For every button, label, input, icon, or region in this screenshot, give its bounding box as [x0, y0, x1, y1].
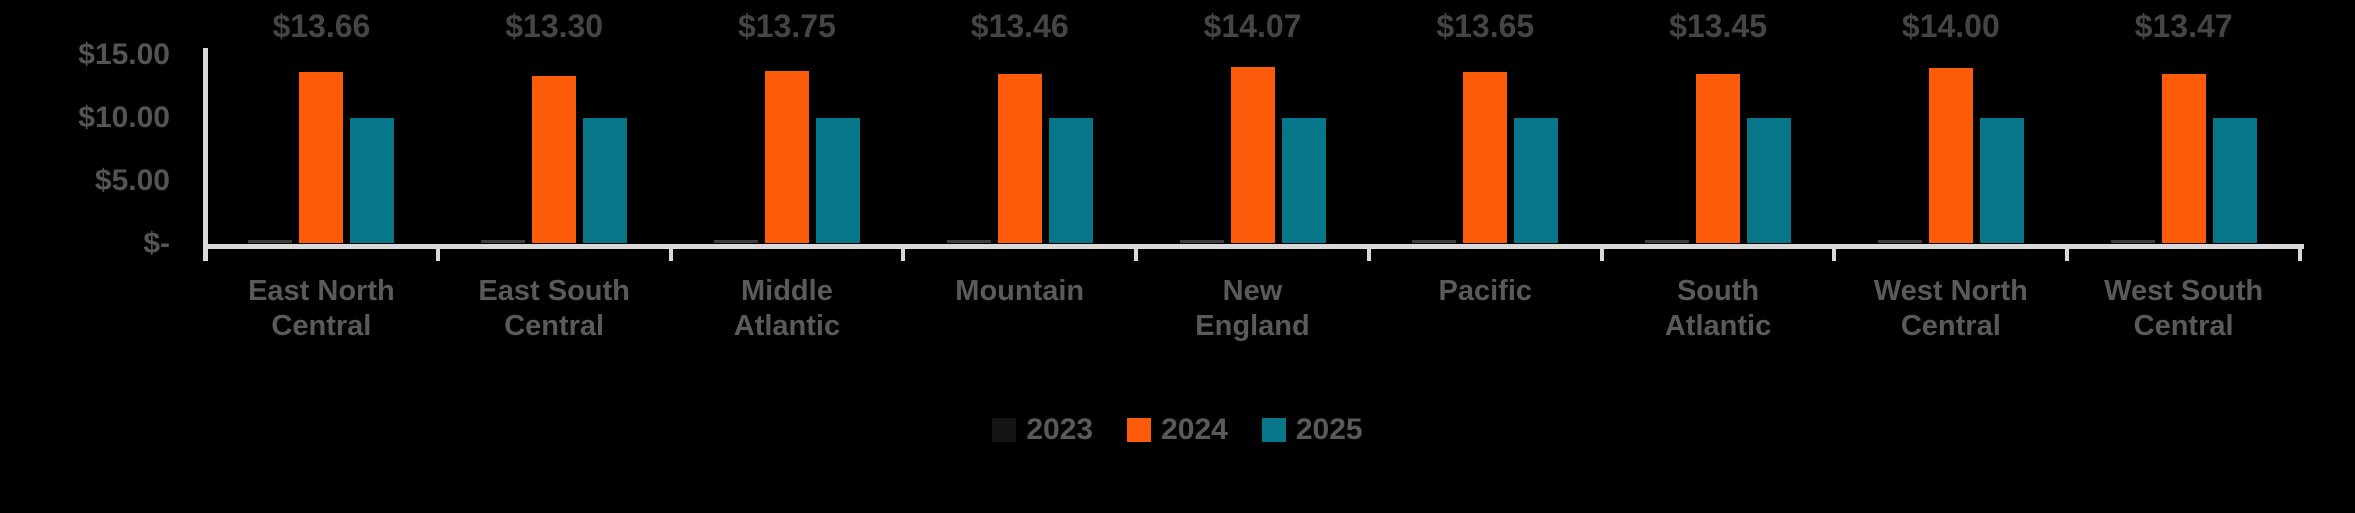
x-axis-line [203, 243, 2304, 249]
category-label-line: East South [478, 275, 630, 307]
x-axis-tick [1832, 248, 1837, 261]
category-label-line: Atlantic [1664, 310, 1772, 342]
bar-2023 [713, 240, 758, 244]
bar-2024 [532, 76, 577, 244]
bar-2023 [481, 240, 526, 244]
category-label-line: Central [1900, 310, 2001, 342]
bar-2025 [1979, 117, 2024, 244]
x-axis-tick [668, 248, 673, 261]
category-label: East South Central [438, 274, 671, 344]
legend-item-2024: 2024 [1127, 413, 1228, 447]
x-axis-tick [435, 248, 440, 261]
data-label-2024: $13.65 [1436, 8, 1535, 44]
legend-item-2025: 2025 [1261, 413, 1363, 447]
data-label-2024: $14.07 [1203, 8, 1302, 44]
chart-legend: 2023 2024 2025 [0, 413, 2355, 447]
data-label-2024: $13.66 [272, 8, 371, 44]
category-label-line: Central [271, 310, 372, 342]
y-axis-tick-label: $15.00 [78, 37, 170, 71]
category-label-line: Mountain [955, 275, 1085, 307]
legend-item-2023: 2023 [992, 413, 1093, 447]
category-label: New England [1136, 274, 1369, 344]
bar-2024 [1230, 66, 1275, 244]
bar-2024 [764, 70, 809, 244]
x-axis-tick [1366, 248, 1371, 261]
y-axis-tick-label: $5.00 [94, 163, 170, 197]
category-label-line: West South [2104, 275, 2264, 307]
bar-2025 [1281, 117, 1326, 244]
y-axis-tick-label: $10.00 [78, 100, 170, 134]
category-label: West North Central [1834, 274, 2067, 344]
bar-2024 [2161, 74, 2206, 244]
data-label-2024: $14.00 [1901, 8, 2000, 44]
bar-2025 [2212, 117, 2257, 244]
bar-2025 [583, 117, 628, 244]
bar-2023 [946, 240, 991, 244]
category-label: East North Central [205, 274, 438, 344]
legend-label: 2023 [1026, 413, 1094, 446]
bar-2023 [248, 240, 293, 244]
bar-2024 [1696, 74, 1741, 244]
data-label-2024: $13.75 [738, 8, 836, 44]
y-axis-line [203, 48, 208, 261]
category-label: Mountain [903, 274, 1136, 309]
category-label-line: South [1676, 275, 1760, 307]
data-label-2024: $13.46 [970, 8, 1069, 44]
bar-2023 [1877, 240, 1922, 244]
legend-marker-icon [1261, 418, 1286, 442]
category-label-line: East North [248, 275, 395, 307]
x-axis-tick [901, 248, 906, 261]
category-label: Middle Atlantic [671, 274, 904, 344]
bar-2025 [1048, 117, 1093, 244]
category-label-line: New [1222, 275, 1283, 307]
category-label-line: Atlantic [733, 310, 841, 342]
category-label: West South Central [2067, 274, 2300, 344]
bar-2023 [1179, 240, 1224, 244]
category-label-line: West North [1873, 275, 2028, 307]
bar-2023 [1645, 240, 1690, 244]
x-axis-tick [2065, 248, 2070, 261]
x-axis-tick [1599, 248, 1604, 261]
bar-2025 [1747, 117, 1792, 244]
category-label: South Atlantic [1602, 274, 1835, 344]
bar-2024 [1928, 67, 1973, 244]
category-label-line: Middle [741, 275, 833, 307]
bar-2024 [1463, 71, 1508, 244]
category-label-line: England [1195, 310, 1310, 342]
bar-2025 [1514, 117, 1559, 244]
category-label-line: Pacific [1438, 275, 1533, 307]
legend-marker-icon [1127, 418, 1152, 442]
y-axis-tick-label: $- [143, 226, 170, 260]
category-label-line: Central [2133, 310, 2234, 342]
data-label-2024: $13.30 [505, 8, 604, 44]
bar-2025 [815, 117, 860, 244]
data-label-2024: $13.47 [2134, 8, 2233, 44]
legend-label: 2025 [1295, 413, 1363, 446]
x-axis-tick [2298, 248, 2302, 261]
bar-2025 [350, 117, 395, 244]
bar-2023 [1412, 240, 1457, 244]
bar-2024 [299, 71, 344, 244]
bar-2024 [997, 74, 1042, 244]
bar-2023 [2110, 240, 2155, 244]
category-label: Pacific [1369, 274, 1602, 309]
data-label-2024: $13.45 [1669, 8, 1767, 44]
x-axis-tick [1134, 248, 1139, 261]
legend-marker-icon [992, 418, 1017, 442]
category-label-line: Central [504, 310, 605, 342]
legend-label: 2024 [1161, 413, 1228, 446]
